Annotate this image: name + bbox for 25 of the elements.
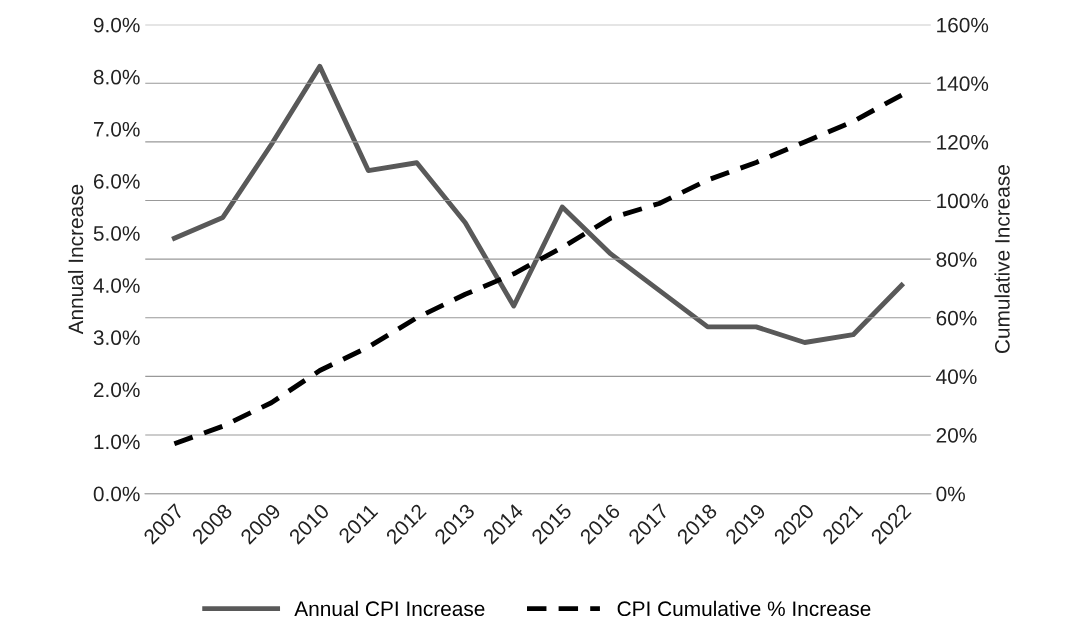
y2-axis-title: Cumulative Increase [994,165,1010,354]
y-tick-label: 3.0% [93,330,140,346]
legend-label: CPI Cumulative % Increase [617,600,871,617]
y-tick-label: 8.0% [93,69,140,85]
y2-tick-label: 160% [937,17,989,33]
y-tick-label: 2.0% [93,382,140,398]
y-tick-label: 6.0% [93,173,140,189]
y-tick-label: 0.0% [93,486,140,502]
line-series [171,63,905,345]
y2-tick-label: 20% [936,427,977,443]
line-series [171,92,905,447]
y2-tick-label: 60% [936,310,977,326]
legend-label: Annual CPI Increase [294,600,485,617]
y-tick-label: 9.0% [93,17,140,33]
y2-tick-label: 40% [936,369,977,385]
y-tick-label: 5.0% [93,226,140,241]
y2-tick-label: 0% [936,486,965,502]
y-tick-label: 4.0% [93,278,140,293]
y-tick-label: 1.0% [94,434,140,450]
y2-tick-label: 80% [936,252,977,267]
y2-tick-label: 120% [937,134,989,150]
y2-tick-label: 140% [937,76,989,92]
y-axis-title: Annual Increase [67,184,84,335]
y-tick-label: 7.0% [93,121,140,137]
y2-tick-label: 100% [937,193,989,209]
